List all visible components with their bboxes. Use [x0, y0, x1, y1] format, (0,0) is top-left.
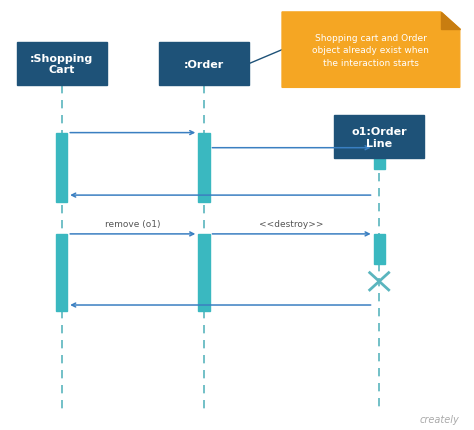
FancyBboxPatch shape — [198, 234, 210, 312]
FancyBboxPatch shape — [56, 234, 67, 312]
Polygon shape — [441, 13, 460, 30]
Text: o1:Order
Line: o1:Order Line — [351, 127, 407, 148]
FancyBboxPatch shape — [334, 116, 424, 159]
Text: remove (o1): remove (o1) — [105, 220, 161, 229]
FancyBboxPatch shape — [159, 43, 249, 86]
FancyBboxPatch shape — [17, 43, 107, 86]
Text: <<destroy>>: <<destroy>> — [259, 220, 324, 229]
Text: Shopping cart and Order
object already exist when
the interaction starts: Shopping cart and Order object already e… — [312, 34, 429, 68]
Text: creately: creately — [420, 414, 460, 424]
FancyBboxPatch shape — [56, 133, 67, 202]
Text: :Shopping
Cart: :Shopping Cart — [30, 54, 93, 75]
FancyBboxPatch shape — [374, 148, 385, 170]
FancyBboxPatch shape — [198, 133, 210, 202]
FancyBboxPatch shape — [374, 234, 385, 264]
Polygon shape — [282, 13, 460, 88]
Text: :Order: :Order — [184, 59, 224, 70]
